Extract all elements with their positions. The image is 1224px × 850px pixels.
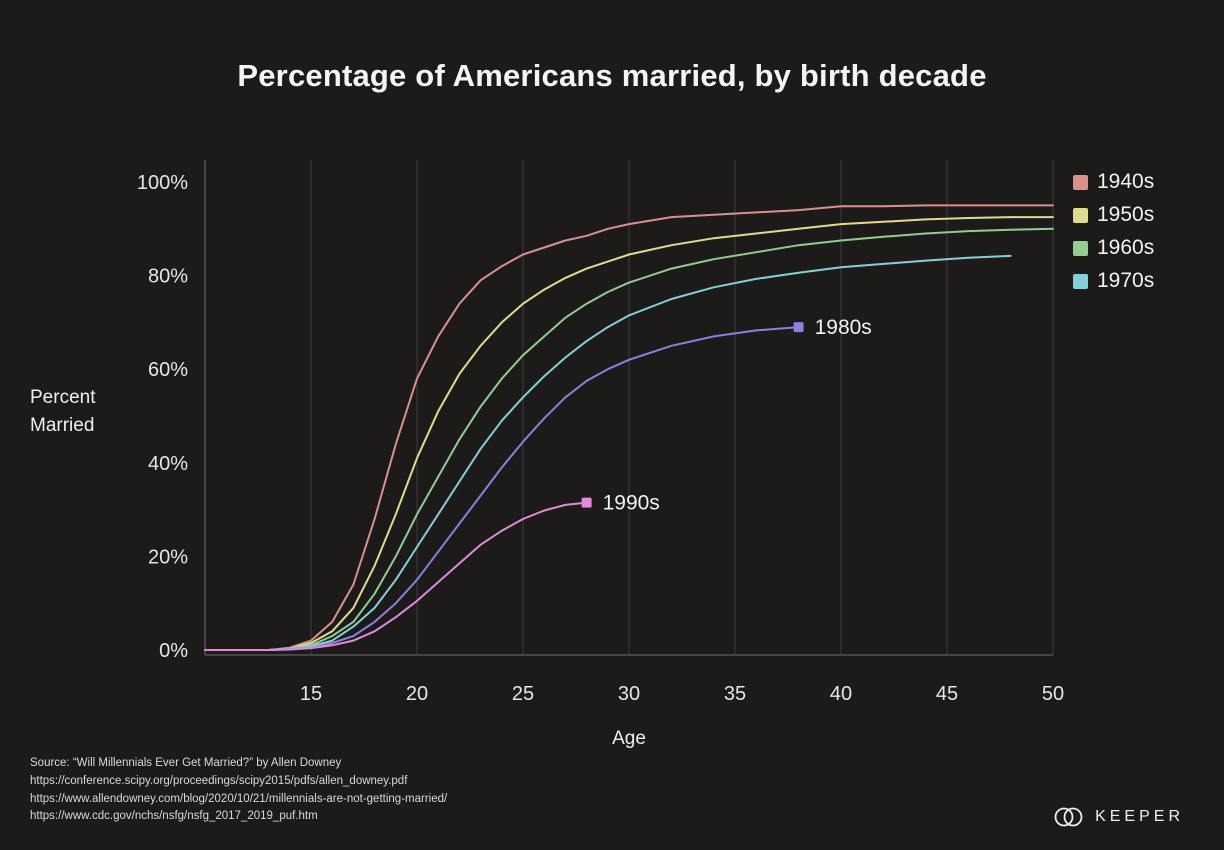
source-link: https://www.allendowney.com/blog/2020/10…: [30, 792, 448, 805]
chart-title: Percentage of Americans married, by birt…: [237, 58, 987, 93]
series-end-marker-1980s: [793, 322, 804, 333]
legend-item-1940s: 1940s: [1073, 170, 1154, 194]
legend-item-1960s: 1960s: [1073, 236, 1154, 260]
y-tick-label: 60%: [148, 359, 188, 381]
legend-item-1970s: 1970s: [1073, 269, 1154, 293]
x-tick-label: 45: [936, 683, 958, 705]
brand-logo: KEEPER: [1053, 806, 1184, 828]
y-axis-title: Percent Married: [30, 384, 95, 439]
series-end-marker-1990s: [581, 497, 592, 508]
source-link: https://www.cdc.gov/nchs/nsfg/nsfg_2017_…: [30, 810, 318, 823]
series-inline-label-1990s: 1990s: [603, 492, 660, 515]
y-tick-label: 40%: [148, 453, 188, 475]
source-attribution: Source: “Will Millennials Ever Get Marri…: [30, 755, 447, 826]
series-line-1960s: [204, 227, 1054, 651]
y-tick-label: 80%: [148, 266, 188, 288]
chart-legend: 1940s 1950s 1960s 1970s: [1073, 170, 1154, 293]
x-tick-label: 50: [1042, 683, 1064, 705]
series-line-1950s: [204, 216, 1054, 651]
two-circles-icon: [1054, 807, 1083, 827]
series-line-1970s: [204, 254, 1012, 651]
y-tick-label: 20%: [148, 546, 188, 568]
series-line-1990s: [204, 501, 588, 651]
legend-swatch-1940s: [1073, 174, 1088, 190]
legend-label-1960s: 1960s: [1097, 236, 1155, 259]
y-tick-label: 100%: [137, 172, 188, 194]
x-tick-label: 15: [300, 683, 322, 705]
x-tick-label: 35: [724, 683, 746, 705]
series-line-1980s: [204, 326, 800, 651]
y-tick-label: 0%: [159, 640, 188, 662]
x-tick-label: 20: [406, 683, 428, 705]
x-tick-label: 25: [512, 683, 534, 705]
legend-label-1950s: 1950s: [1097, 203, 1155, 226]
brand-name: KEEPER: [1095, 808, 1184, 825]
legend-swatch-1960s: [1073, 240, 1088, 256]
legend-swatch-1950s: [1073, 207, 1088, 223]
series-inline-label-1980s: 1980s: [815, 316, 872, 339]
legend-item-1950s: 1950s: [1073, 203, 1154, 227]
series-line-1940s: [204, 204, 1054, 651]
legend-swatch-1970s: [1073, 273, 1088, 289]
legend-label-1940s: 1940s: [1097, 170, 1155, 193]
legend-label-1970s: 1970s: [1097, 269, 1155, 292]
x-tick-label: 40: [830, 683, 852, 705]
x-tick-label: 30: [618, 683, 640, 705]
y-axis-title-line1: Percent: [30, 387, 96, 408]
source-line: Source: “Will Millennials Ever Get Marri…: [30, 757, 342, 769]
x-axis-title: Age: [612, 728, 646, 749]
y-axis-title-line2: Married: [30, 414, 95, 436]
source-link: https://conference.scipy.org/proceedings…: [30, 774, 408, 787]
